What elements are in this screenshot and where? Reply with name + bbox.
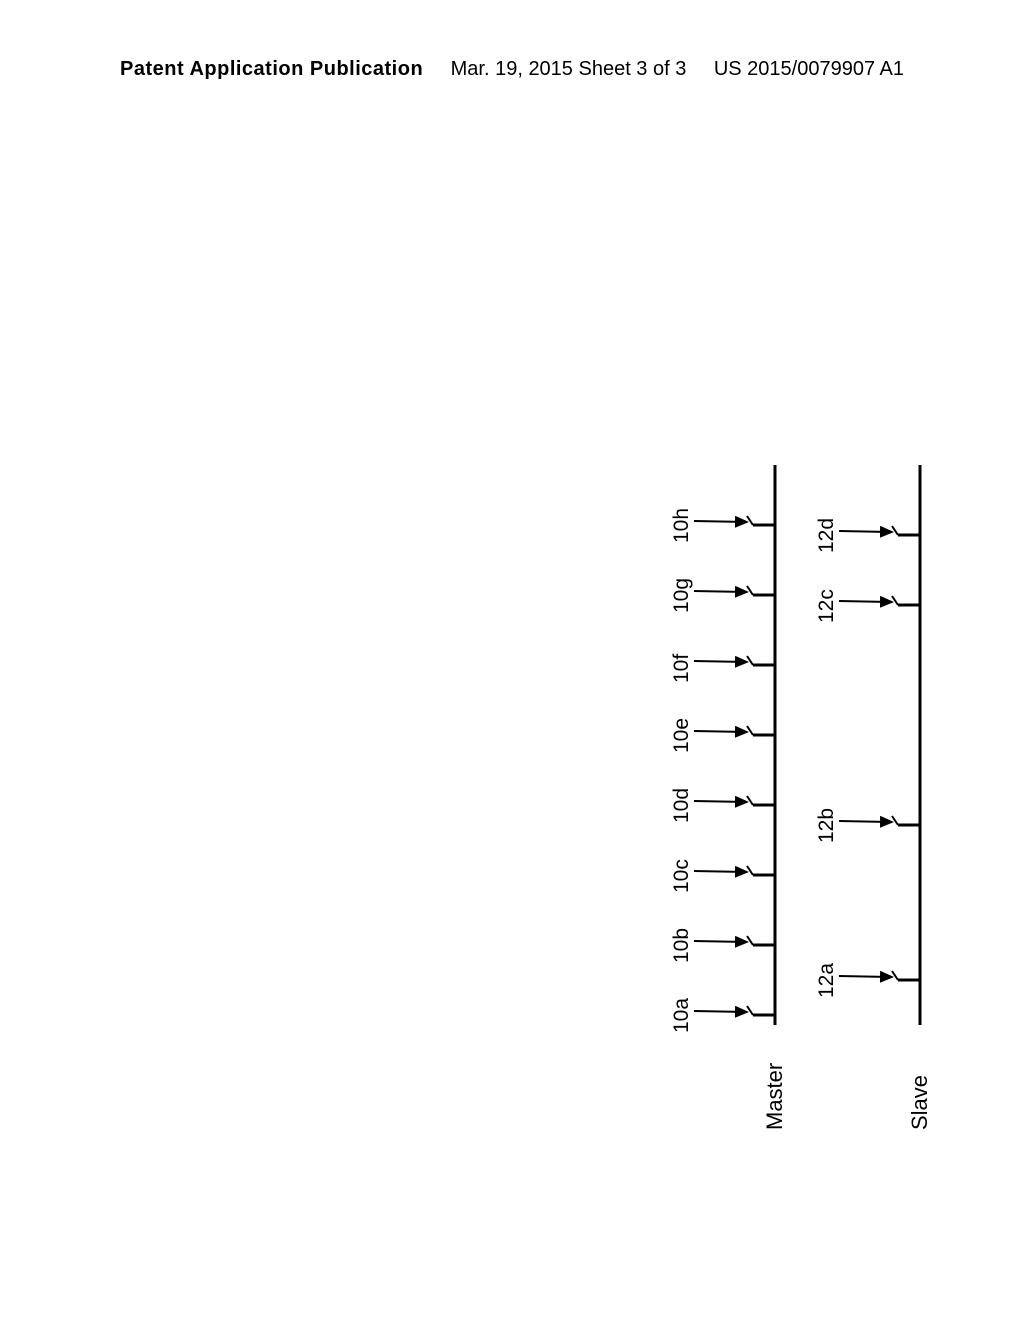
svg-text:10a: 10a bbox=[670, 998, 693, 1033]
svg-text:10b: 10b bbox=[670, 928, 693, 963]
svg-text:Slave: Slave bbox=[907, 1075, 932, 1130]
svg-text:10h: 10h bbox=[670, 508, 693, 543]
svg-text:10d: 10d bbox=[670, 788, 693, 823]
svg-text:12b: 12b bbox=[815, 808, 838, 843]
svg-text:12d: 12d bbox=[815, 518, 838, 553]
svg-text:10f: 10f bbox=[670, 654, 693, 683]
svg-text:10g: 10g bbox=[670, 578, 693, 613]
svg-text:12c: 12c bbox=[815, 589, 838, 623]
page-header: Patent Application Publication Mar. 19, … bbox=[0, 58, 1024, 81]
svg-text:10c: 10c bbox=[670, 859, 693, 893]
rotated-figure: Master 10a 10b 10c 10d 10e 10f 10g 10h Slave 12a 12… bbox=[660, 385, 1024, 1145]
svg-text:Master: Master bbox=[762, 1063, 787, 1130]
header-publication: Patent Application Publication bbox=[120, 58, 423, 81]
svg-text:12a: 12a bbox=[815, 963, 838, 998]
svg-text:10e: 10e bbox=[670, 718, 693, 753]
timing-diagram-svg: Master 10a 10b 10c 10d 10e 10f 10g 10h Slave 12a 12… bbox=[660, 385, 1024, 1145]
header-date-sheet: Mar. 19, 2015 Sheet 3 of 3 bbox=[451, 58, 687, 81]
header-doc-number: US 2015/0079907 A1 bbox=[714, 58, 904, 81]
figure-diagram: Master10a10b10c10d10e10f10g10hSlave12a12… bbox=[180, 160, 830, 920]
